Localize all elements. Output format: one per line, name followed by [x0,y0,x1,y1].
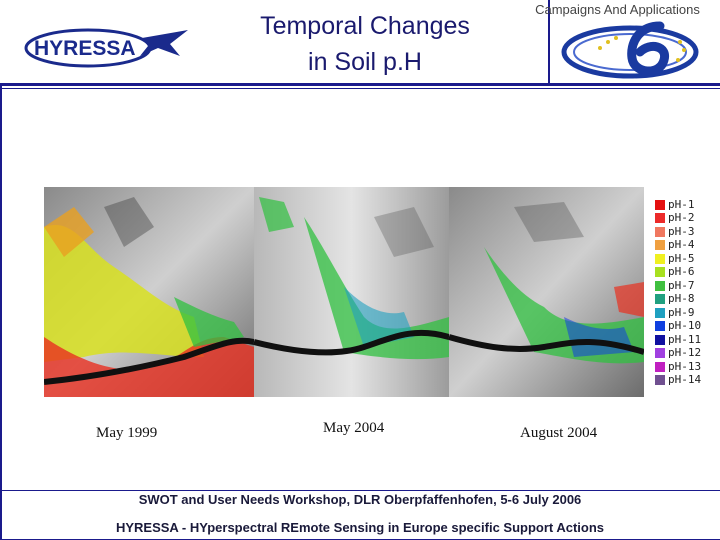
legend-label: pH-2 [668,211,695,224]
legend-swatch [655,308,665,318]
legend-label: pH-5 [668,252,695,265]
map-august-2004 [448,187,645,397]
legend-label: pH-6 [668,265,695,278]
caption-august-2004: August 2004 [520,425,598,441]
legend-item: pH-2 [655,212,720,224]
legend-swatch [655,294,665,304]
legend-label: pH-11 [668,333,702,346]
hyressa-logo: HYRESSA [20,22,190,72]
legend-swatch [655,240,665,250]
legend-label: pH-10 [668,319,702,332]
legend-item: pH-10 [655,320,720,332]
legend-item: pH-11 [655,334,720,346]
page-title: Temporal Changes in Soil p.H [205,8,525,80]
legend-swatch [655,375,665,385]
legend-swatch [655,254,665,264]
fp6-logo [560,18,710,80]
legend-label: pH-7 [668,279,695,292]
header-divider-thin [0,88,720,89]
map-may-1999 [43,187,255,397]
header-vertical-divider [548,0,550,86]
legend-item: pH-13 [655,361,720,373]
left-border [0,83,2,490]
soil-ph-maps [43,187,645,397]
legend-item: pH-12 [655,347,720,359]
legend-swatch [655,348,665,358]
legend-swatch [655,267,665,277]
title-line-1: Temporal Changes [260,12,470,40]
legend-label: pH-9 [668,306,695,319]
legend-label: pH-12 [668,346,702,359]
legend-item: pH-7 [655,280,720,292]
legend-item: pH-3 [655,226,720,238]
caption-may-1999: May 1999 [96,425,158,441]
legend-item: pH-14 [655,374,720,386]
header-divider [0,83,720,86]
legend-swatch [655,281,665,291]
legend-label: pH-8 [668,292,695,305]
legend-item: pH-1 [655,199,720,211]
legend-label: pH-14 [668,373,702,386]
legend-item: pH-6 [655,266,720,278]
legend-swatch [655,213,665,223]
map-may-2004 [253,187,450,397]
legend-label: pH-13 [668,360,702,373]
legend-swatch [655,335,665,345]
title-line-2: in Soil p.H [308,48,422,76]
footer-workshop-text: SWOT and User Needs Workshop, DLR Oberpf… [138,492,582,507]
legend-label: pH-4 [668,238,695,251]
caption-may-2004: May 2004 [323,420,385,436]
campaigns-text: Campaigns And Applications [535,2,700,17]
legend-item: pH-8 [655,293,720,305]
logo-text: HYRESSA [34,37,136,60]
legend-swatch [655,200,665,210]
legend-item: pH-9 [655,307,720,319]
legend-label: pH-1 [668,198,695,211]
legend-item: pH-4 [655,239,720,251]
legend-swatch [655,227,665,237]
legend-label: pH-3 [668,225,695,238]
legend-swatch [655,321,665,331]
legend-item: pH-5 [655,253,720,265]
legend-swatch [655,362,665,372]
footer-project-text: HYRESSA - HYperspectral REmote Sensing i… [115,520,605,535]
